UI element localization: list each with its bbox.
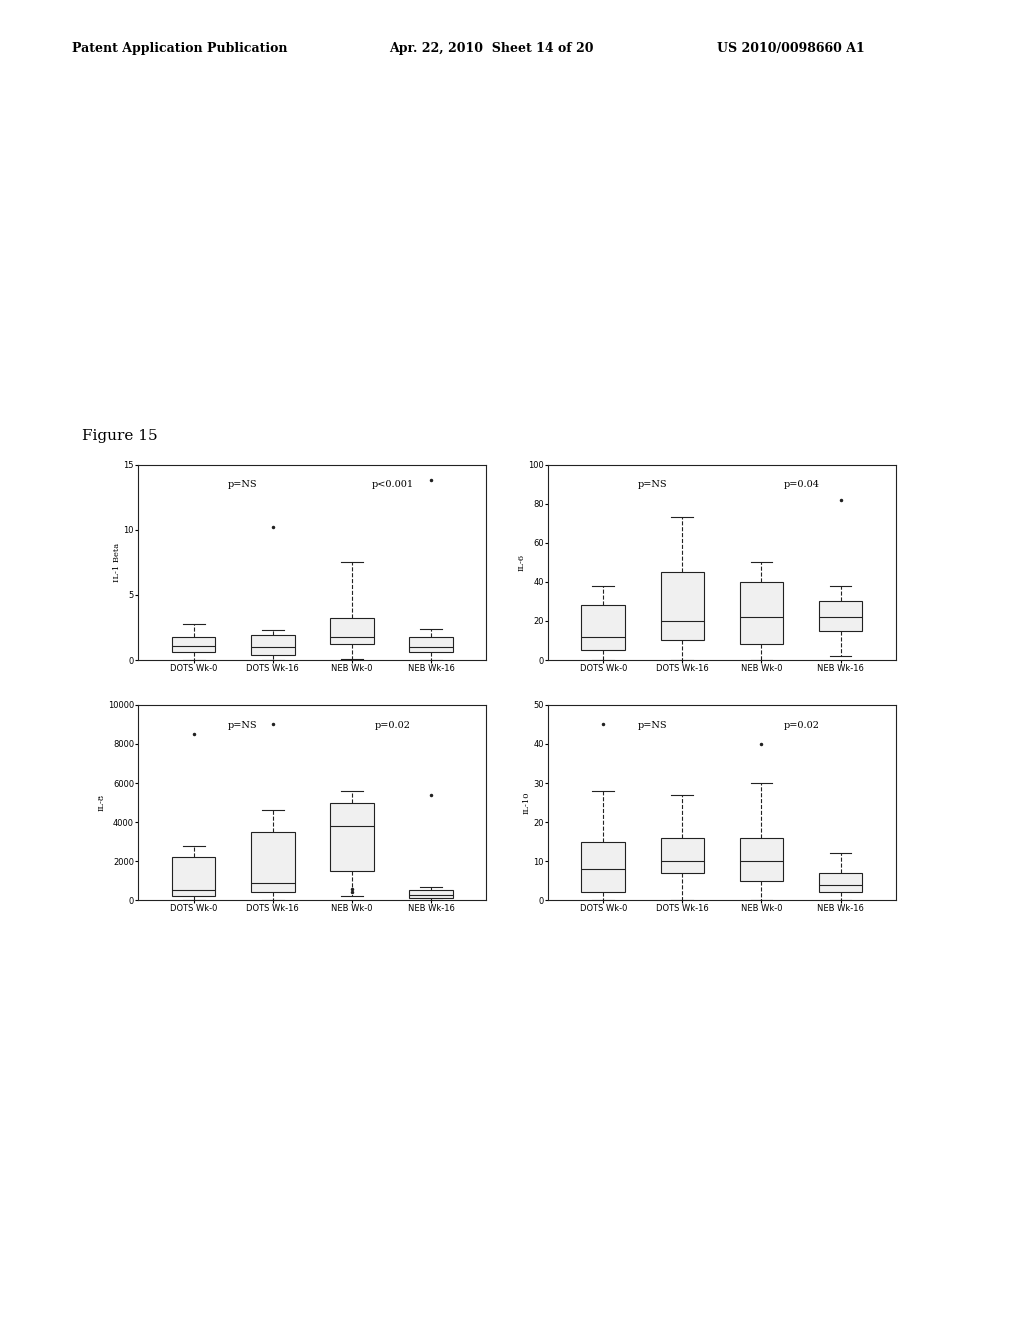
PathPatch shape (660, 838, 705, 873)
PathPatch shape (251, 832, 295, 892)
Text: p<0.001: p<0.001 (372, 480, 414, 490)
PathPatch shape (410, 636, 453, 652)
Y-axis label: IL-10: IL-10 (522, 791, 530, 814)
PathPatch shape (172, 857, 215, 896)
PathPatch shape (739, 582, 783, 644)
Text: p=NS: p=NS (228, 480, 257, 490)
PathPatch shape (739, 838, 783, 880)
Text: Apr. 22, 2010  Sheet 14 of 20: Apr. 22, 2010 Sheet 14 of 20 (389, 42, 594, 55)
PathPatch shape (819, 602, 862, 631)
PathPatch shape (172, 636, 215, 652)
Text: Figure 15: Figure 15 (82, 429, 158, 444)
Y-axis label: IL-6: IL-6 (517, 554, 525, 570)
PathPatch shape (819, 873, 862, 892)
Text: US 2010/0098660 A1: US 2010/0098660 A1 (717, 42, 864, 55)
PathPatch shape (330, 803, 374, 871)
Text: p=NS: p=NS (228, 721, 257, 730)
Y-axis label: IL-1 Beta: IL-1 Beta (113, 543, 121, 582)
Y-axis label: IL-8: IL-8 (97, 793, 105, 812)
PathPatch shape (410, 891, 453, 899)
Text: p=0.04: p=0.04 (784, 480, 820, 490)
Text: p=NS: p=NS (638, 721, 667, 730)
Text: p=NS: p=NS (638, 480, 667, 490)
Text: p=0.02: p=0.02 (784, 721, 820, 730)
PathPatch shape (582, 842, 625, 892)
PathPatch shape (251, 635, 295, 655)
Text: Patent Application Publication: Patent Application Publication (72, 42, 287, 55)
PathPatch shape (582, 606, 625, 651)
Text: p=0.02: p=0.02 (375, 721, 411, 730)
PathPatch shape (660, 572, 705, 640)
PathPatch shape (330, 618, 374, 644)
